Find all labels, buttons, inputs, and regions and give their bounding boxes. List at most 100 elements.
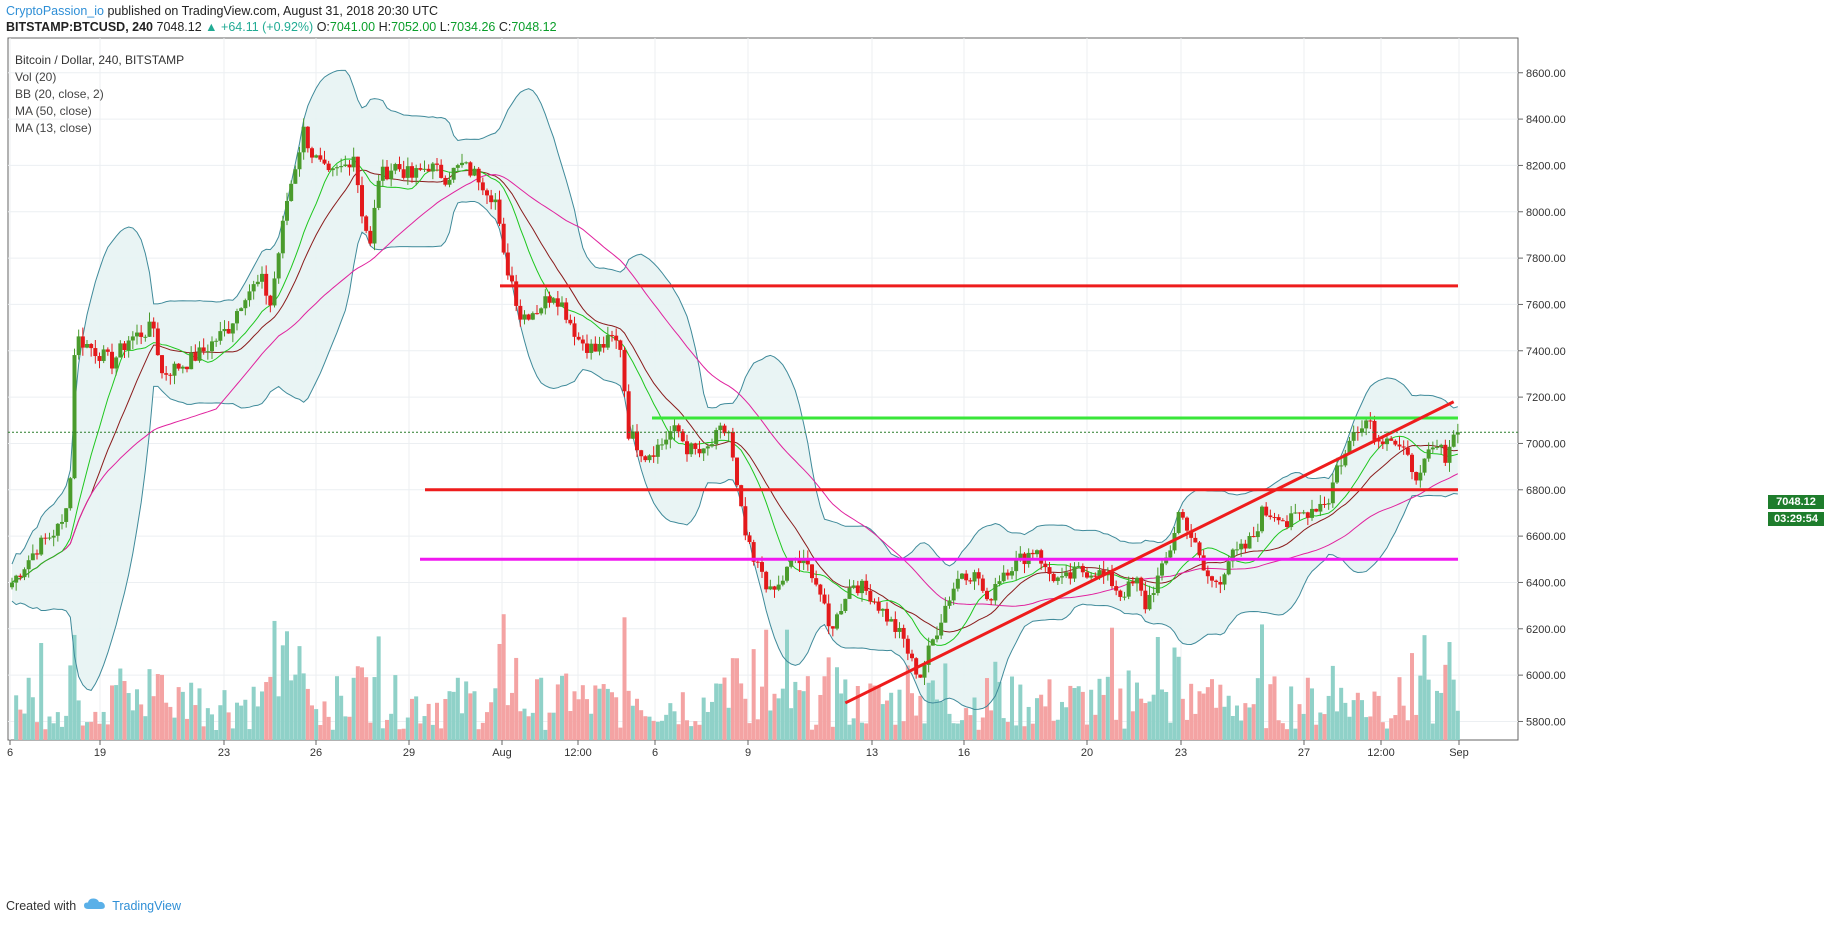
candle-body bbox=[35, 553, 39, 555]
volume-bar bbox=[735, 658, 739, 740]
candle-body bbox=[1372, 420, 1377, 440]
legend-volume[interactable]: Vol (20) bbox=[15, 70, 57, 84]
candle-body bbox=[72, 355, 77, 479]
candle-body bbox=[18, 575, 23, 578]
volume-bar bbox=[1422, 635, 1427, 740]
volume-bar bbox=[672, 711, 677, 740]
volume-bar bbox=[930, 680, 935, 740]
candle-body bbox=[160, 355, 164, 374]
volume-bar bbox=[1093, 714, 1098, 740]
candle-body bbox=[460, 162, 464, 166]
volume-bar bbox=[647, 716, 652, 740]
volume-bar bbox=[401, 728, 406, 740]
volume-bar bbox=[997, 681, 1002, 740]
candle-body bbox=[1251, 536, 1256, 538]
candle-body bbox=[193, 352, 198, 361]
candle-body bbox=[401, 169, 406, 178]
candle-body bbox=[1430, 447, 1435, 450]
volume-bar bbox=[1297, 704, 1302, 740]
volume-bar bbox=[1276, 720, 1281, 740]
volume-bar bbox=[439, 728, 444, 740]
candle-body bbox=[268, 295, 273, 306]
volume-bar bbox=[1130, 711, 1135, 740]
candle-body bbox=[1405, 447, 1410, 455]
volume-bar bbox=[1314, 724, 1319, 740]
volume-bar bbox=[1164, 691, 1169, 740]
volume-bar bbox=[730, 658, 735, 740]
volume-bar bbox=[1068, 685, 1073, 740]
candle-body bbox=[518, 305, 523, 320]
candle-body bbox=[164, 373, 169, 375]
candle-body bbox=[68, 478, 73, 509]
candle-body bbox=[1235, 549, 1239, 551]
candle-body bbox=[993, 583, 998, 601]
legend-symbol[interactable]: Bitcoin / Dollar, 240, BITSTAMP bbox=[15, 53, 185, 67]
volume-bar bbox=[601, 684, 606, 740]
candle-body bbox=[651, 455, 656, 457]
candle-body bbox=[143, 336, 148, 338]
y-tick-label: 7000.00 bbox=[1526, 438, 1566, 450]
candle-body bbox=[951, 588, 956, 601]
candle-body bbox=[772, 586, 777, 590]
candle-body bbox=[501, 223, 506, 253]
candle-body bbox=[130, 336, 135, 341]
volume-bar bbox=[939, 701, 944, 740]
candle-body bbox=[1360, 428, 1364, 433]
volume-bar bbox=[1343, 702, 1348, 740]
x-tick-label: 19 bbox=[94, 747, 106, 759]
candle-body bbox=[1035, 550, 1039, 555]
volume-bar bbox=[389, 713, 394, 740]
volume-bar bbox=[251, 686, 256, 740]
candle-body bbox=[122, 343, 127, 351]
candle-body bbox=[355, 156, 360, 186]
volume-bar bbox=[630, 705, 635, 740]
candle-body bbox=[30, 553, 35, 561]
y-tick-label: 8000.00 bbox=[1526, 207, 1566, 219]
volume-bar bbox=[222, 690, 227, 740]
candle-body bbox=[760, 562, 764, 572]
candle-body bbox=[276, 253, 281, 279]
candle-body bbox=[85, 344, 89, 348]
candle-body bbox=[872, 601, 877, 603]
volume-bar bbox=[272, 620, 277, 740]
volume-bar bbox=[314, 709, 319, 740]
candle-body bbox=[480, 182, 485, 191]
tradingview-link[interactable]: TradingView bbox=[112, 898, 181, 913]
x-tick-label: 27 bbox=[1298, 747, 1310, 759]
volume-bar bbox=[97, 723, 102, 740]
volume-bar bbox=[1368, 716, 1373, 740]
volume-bar bbox=[826, 657, 831, 740]
volume-bar bbox=[976, 729, 981, 740]
candle-body bbox=[60, 521, 64, 524]
volume-bar bbox=[155, 674, 160, 740]
volume-bar bbox=[264, 682, 269, 740]
volume-bar bbox=[955, 723, 960, 740]
volume-bar bbox=[1126, 670, 1131, 740]
legend-ma13[interactable]: MA (13, close) bbox=[15, 121, 92, 135]
volume-bar bbox=[214, 729, 219, 740]
candle-body bbox=[468, 162, 473, 176]
x-tick-label: 13 bbox=[866, 747, 878, 759]
candle-body bbox=[893, 619, 898, 632]
uptrend-line bbox=[844, 400, 1455, 705]
candle-body bbox=[980, 578, 985, 591]
candle-body bbox=[222, 328, 227, 332]
candle-body bbox=[1335, 465, 1339, 483]
candle-body bbox=[272, 278, 277, 306]
volume-bar bbox=[943, 663, 948, 740]
candle-body bbox=[1347, 440, 1352, 454]
volume-bar bbox=[468, 693, 473, 740]
legend-ma50[interactable]: MA (50, close) bbox=[15, 104, 92, 118]
candle-body bbox=[585, 343, 589, 353]
candle-body bbox=[97, 356, 102, 361]
legend-bollinger[interactable]: BB (20, close, 2) bbox=[15, 87, 104, 101]
volume-bar bbox=[43, 729, 48, 740]
candle-body bbox=[1376, 439, 1381, 442]
volume-bar bbox=[135, 689, 139, 740]
candle-body bbox=[655, 444, 660, 457]
author-link[interactable]: CryptoPassion_io bbox=[6, 4, 104, 18]
high-value: 7052.00 bbox=[391, 20, 437, 34]
candle-body bbox=[339, 166, 344, 168]
volume-bar bbox=[722, 677, 727, 740]
